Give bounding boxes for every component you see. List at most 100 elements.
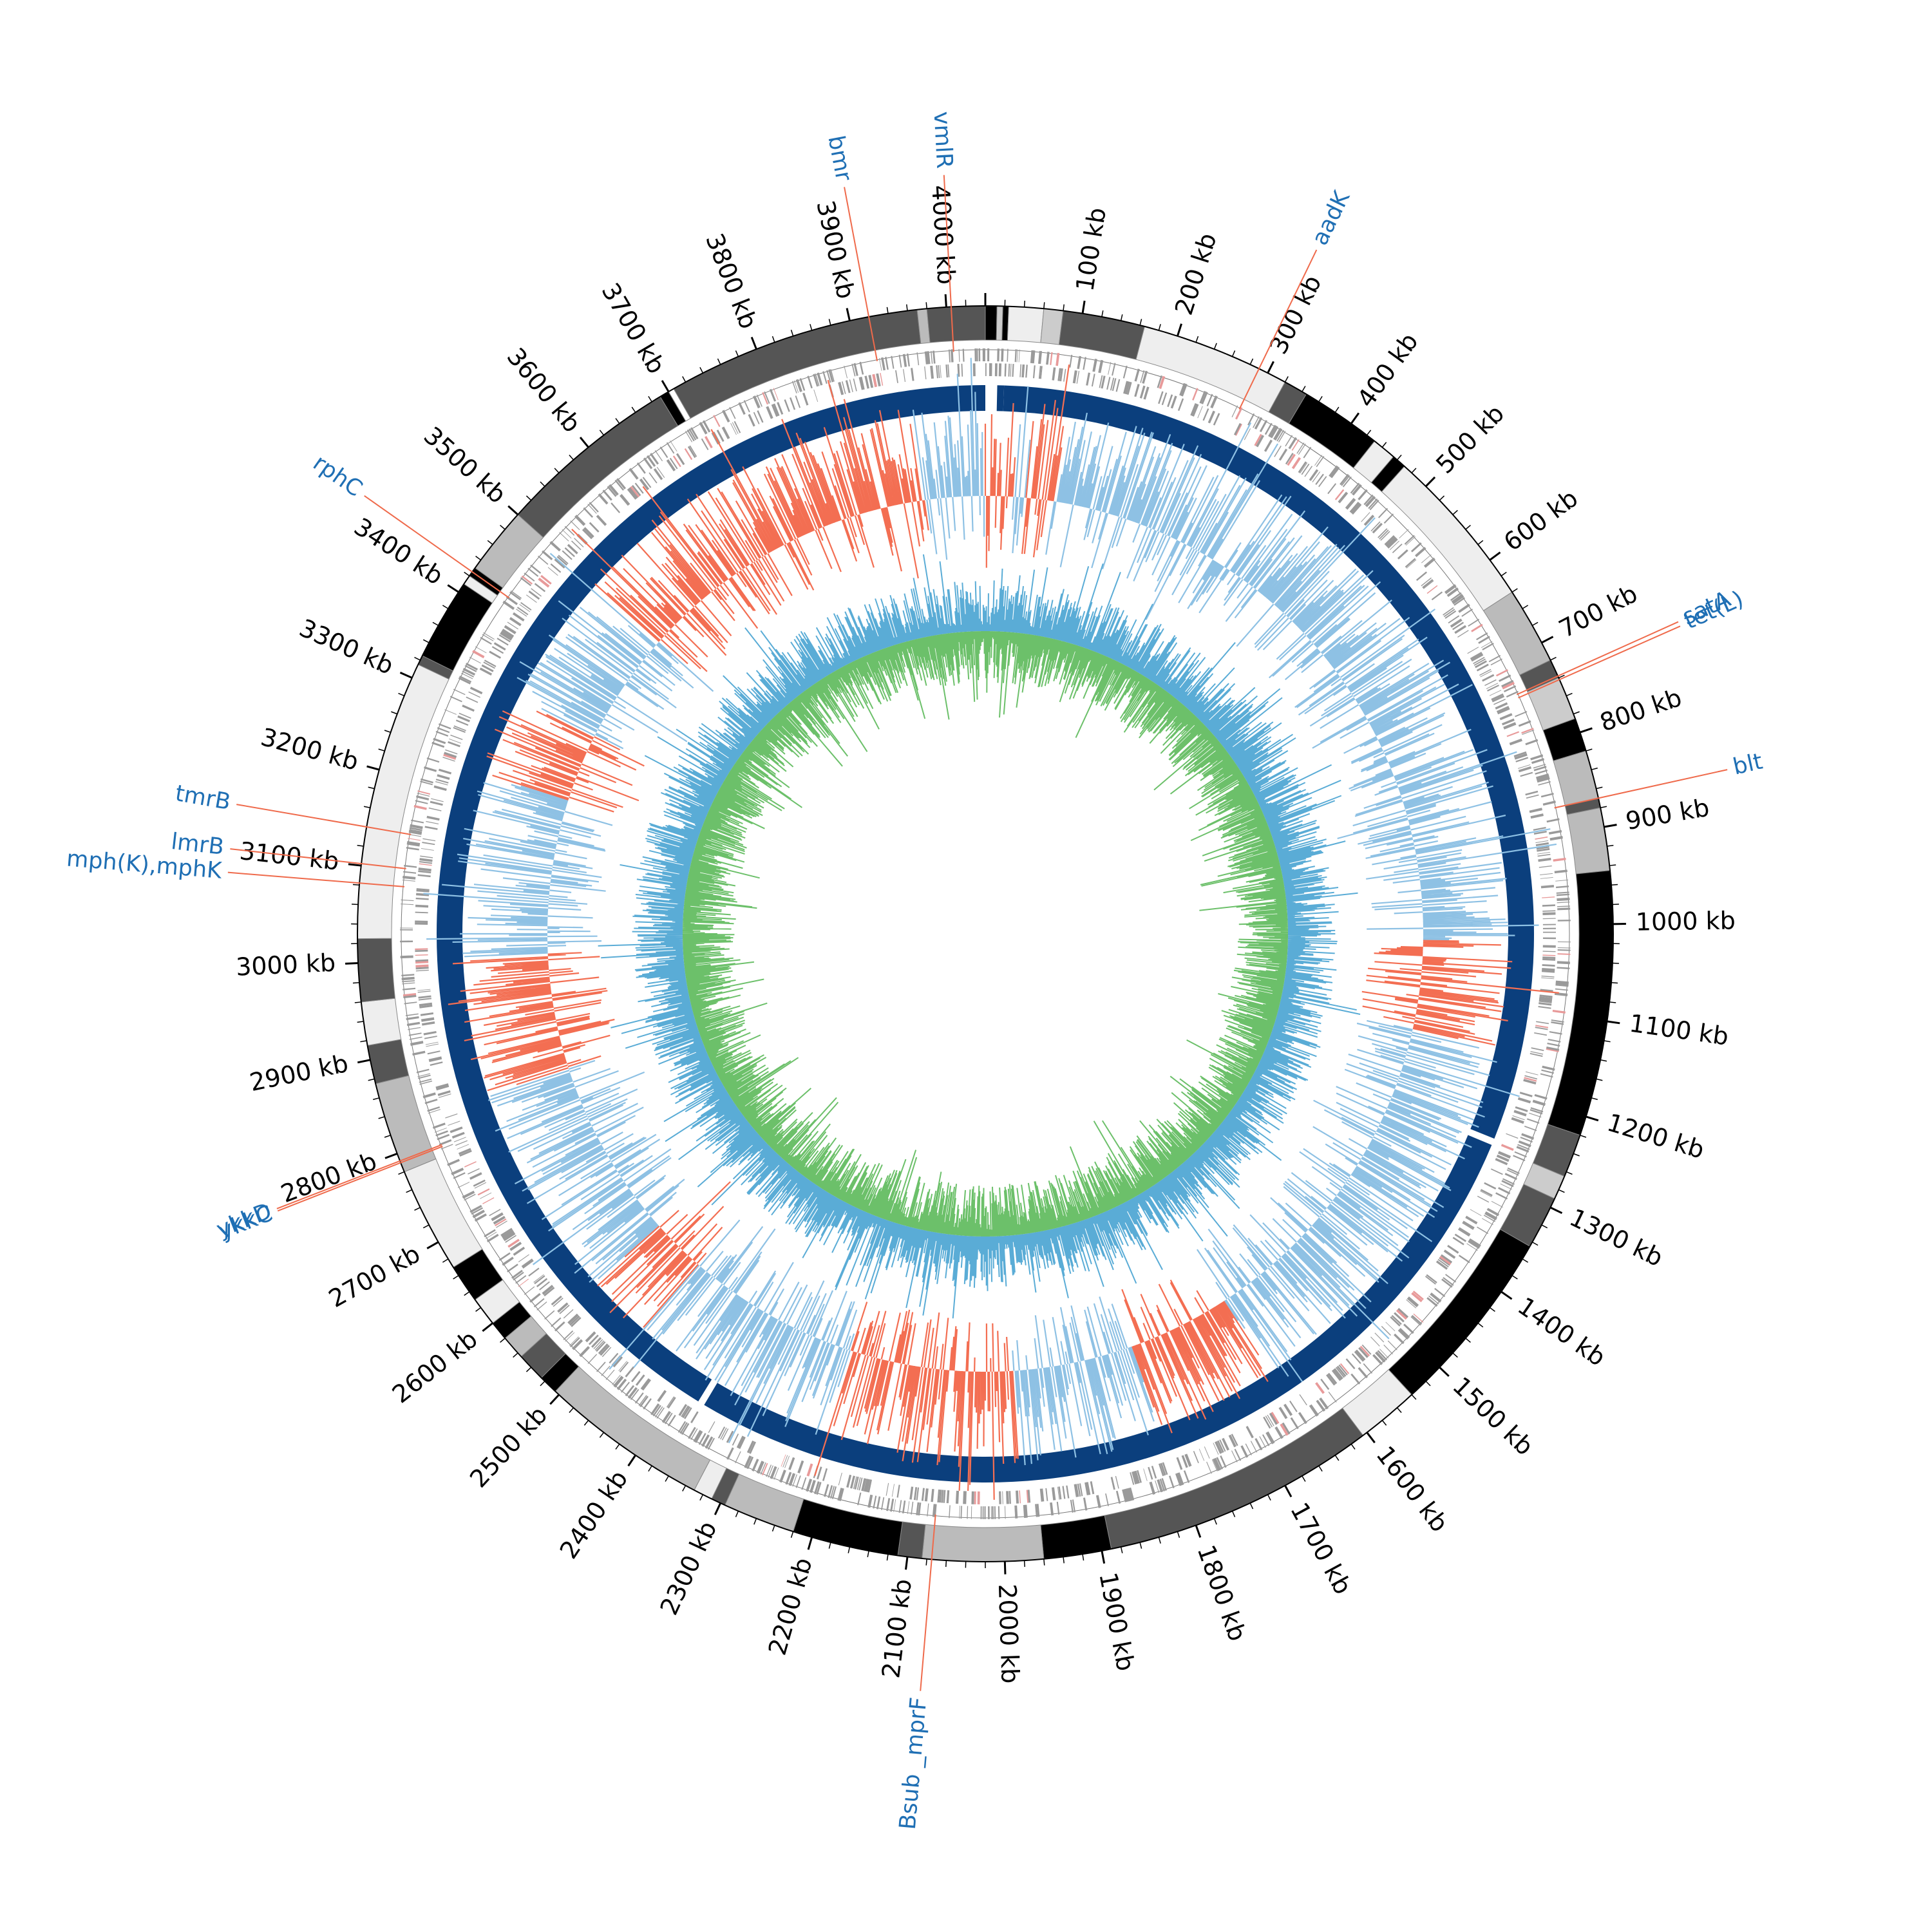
cds-feature [1177, 398, 1184, 412]
cds-feature [885, 357, 889, 370]
cds-feature [466, 696, 478, 703]
cds-feature [690, 1411, 699, 1423]
contig-block [1007, 306, 1045, 343]
cds-feature [1334, 489, 1345, 500]
cds-feature [876, 1496, 881, 1510]
cds-feature [569, 1315, 580, 1326]
gene-leader-line [1238, 249, 1318, 410]
contig-block [922, 1524, 1045, 1562]
minor-tick [1231, 350, 1236, 357]
cds-feature [415, 920, 428, 923]
cds-feature [1204, 1446, 1210, 1459]
minor-tick [1249, 1502, 1254, 1510]
gene-label: aadK [1307, 187, 1356, 250]
cds-feature [1066, 1485, 1070, 1499]
contig-block [1482, 591, 1551, 676]
cds-feature [401, 974, 415, 977]
cds-feature [538, 555, 549, 565]
minor-tick [648, 395, 652, 402]
cds-feature [500, 630, 513, 639]
cds-feature [1394, 1312, 1405, 1323]
cds-feature [1358, 489, 1368, 500]
major-tick [1489, 551, 1501, 561]
cds-feature [400, 955, 413, 959]
cds-feature [762, 392, 769, 405]
cds-feature [1139, 385, 1146, 399]
major-tick [482, 1322, 493, 1332]
cds-feature [705, 436, 713, 449]
cds-feature [445, 749, 458, 755]
cds-feature [547, 567, 558, 576]
cds-feature [1555, 886, 1569, 889]
minor-tick [453, 1274, 459, 1280]
cds-feature [895, 370, 898, 383]
cds-feature [679, 1422, 688, 1434]
cds-feature [1329, 465, 1338, 477]
cds-feature [417, 989, 431, 991]
cds-feature [984, 1506, 986, 1519]
minor-tick [648, 1465, 652, 1472]
minor-tick [442, 605, 449, 609]
cds-feature [989, 363, 992, 377]
cds-feature [791, 381, 797, 393]
cds-feature [1426, 585, 1438, 594]
cds-feature [1058, 1486, 1062, 1500]
cds-feature [1255, 1437, 1263, 1451]
minor-tick [1425, 1381, 1431, 1387]
major-tick [1541, 636, 1554, 644]
major-tick [905, 1557, 909, 1570]
cds-feature [1542, 937, 1556, 940]
minor-tick [735, 1511, 739, 1517]
cds-feature [1197, 406, 1203, 419]
cds-feature [518, 1278, 529, 1287]
cds-feature [1273, 428, 1282, 440]
cds-feature [684, 448, 693, 460]
cds-feature [1541, 977, 1555, 980]
cds-feature [933, 350, 936, 364]
cds-feature [550, 563, 562, 573]
cds-feature [1439, 1257, 1450, 1266]
minor-tick [373, 1097, 380, 1101]
cds-feature [482, 634, 494, 641]
cds-feature [924, 1488, 929, 1502]
cds-feature [1387, 538, 1398, 549]
cds-feature [1383, 1344, 1394, 1355]
cds-feature [401, 976, 415, 981]
cds-feature [1447, 1244, 1459, 1254]
cds-feature [824, 1484, 829, 1497]
cds-feature [1021, 364, 1025, 378]
cds-feature [444, 752, 457, 759]
cds-feature [1461, 609, 1473, 617]
cds-feature [631, 485, 641, 497]
cds-feature [1347, 499, 1356, 510]
cds-feature [1499, 674, 1511, 682]
cds-feature [415, 967, 429, 970]
cds-feature [921, 1488, 925, 1501]
cds-feature [417, 792, 430, 797]
cds-feature [1486, 683, 1499, 690]
minor-tick [540, 1381, 545, 1387]
cds-feature [1123, 381, 1129, 394]
cds-feature [1539, 1000, 1552, 1003]
minor-tick [1302, 1475, 1306, 1482]
cds-feature [940, 365, 942, 378]
minor-tick [526, 495, 532, 501]
cds-feature [1519, 1092, 1533, 1097]
cds-feature [992, 1506, 994, 1519]
cds-feature [405, 1013, 419, 1016]
cds-feature [891, 355, 895, 369]
cds-feature [616, 478, 627, 489]
cds-feature [987, 348, 990, 362]
major-tick [426, 1241, 439, 1249]
minor-tick [1611, 884, 1618, 886]
cds-feature [1035, 1504, 1038, 1517]
cds-feature [1361, 1344, 1372, 1355]
minor-tick [1573, 1153, 1580, 1157]
cds-feature [1140, 370, 1145, 383]
cds-feature [403, 994, 417, 999]
cds-feature [722, 410, 730, 423]
cds-feature [502, 600, 515, 611]
minor-tick [1043, 1558, 1045, 1566]
cds-feature [410, 1041, 423, 1044]
cds-feature [1404, 535, 1415, 545]
